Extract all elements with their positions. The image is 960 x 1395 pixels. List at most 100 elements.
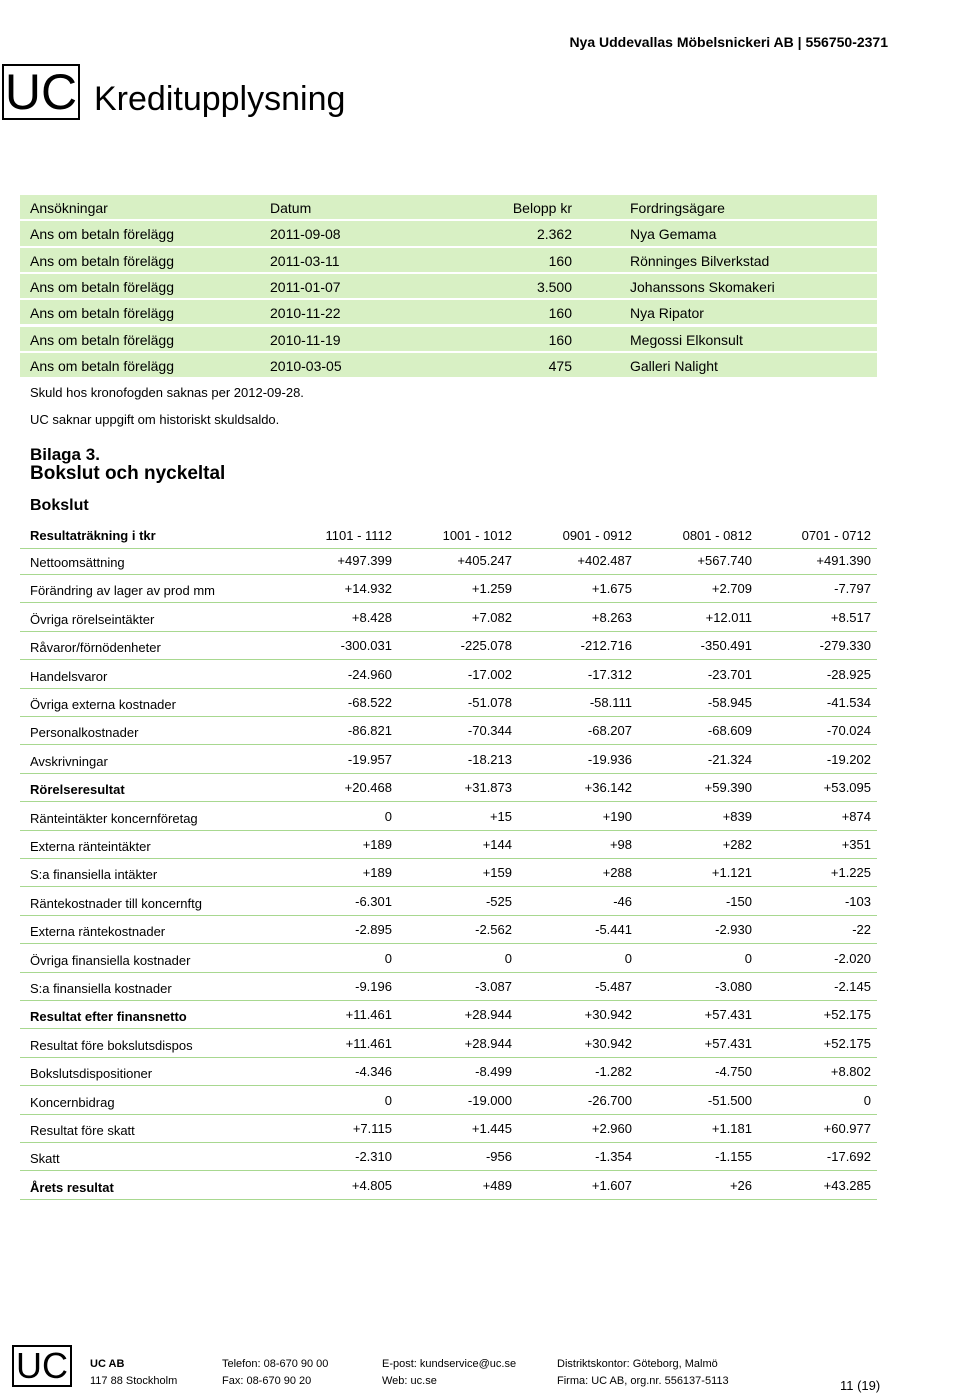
cell: 160 bbox=[548, 252, 572, 269]
logo: UC bbox=[2, 64, 80, 120]
value: -2.930 bbox=[715, 922, 752, 938]
value: +1.121 bbox=[711, 865, 752, 881]
value: -5.487 bbox=[595, 979, 632, 994]
table-row bbox=[20, 247, 877, 272]
value: +8.517 bbox=[830, 609, 871, 625]
value: -26.700 bbox=[587, 1092, 632, 1108]
value: +15 bbox=[489, 808, 512, 824]
row-label: Resultat efter finansnetto bbox=[30, 1009, 187, 1025]
cell: Belopp kr bbox=[512, 200, 572, 216]
row-label: Bokslutsdispositioner bbox=[30, 1066, 153, 1082]
rule bbox=[20, 630, 877, 632]
value: +52.175 bbox=[823, 1007, 871, 1023]
value: -956 bbox=[485, 1149, 512, 1165]
period-header: 0801 - 0812 bbox=[682, 528, 752, 543]
footer-text: E-post: kundservice@uc.se bbox=[382, 1358, 517, 1370]
value: -17.312 bbox=[587, 666, 632, 682]
cell: 2011-01-07 bbox=[270, 278, 341, 295]
cell: Ans om betaln förelägg bbox=[30, 252, 174, 269]
period-header: 0901 - 0912 bbox=[562, 528, 632, 543]
row-label: Förändring av lager av prod mm bbox=[30, 583, 215, 599]
value: -525 bbox=[485, 893, 512, 909]
table-row bbox=[20, 273, 877, 299]
value: -18.213 bbox=[467, 751, 512, 767]
rule bbox=[20, 914, 877, 916]
cell: Ans om betaln förelägg bbox=[30, 278, 174, 295]
rule bbox=[20, 858, 877, 859]
value: +8.802 bbox=[830, 1064, 871, 1080]
value: -350.491 bbox=[700, 638, 752, 654]
table-row bbox=[20, 352, 877, 378]
cell: Ans om betaln förelägg bbox=[30, 226, 174, 243]
row-label: Handelsvaror bbox=[30, 668, 108, 684]
cell: 2011-09-08 bbox=[270, 226, 341, 243]
value: +11.461 bbox=[345, 1035, 392, 1051]
rule bbox=[20, 943, 877, 945]
cell: 2011-03-11 bbox=[270, 252, 340, 269]
value: +11.461 bbox=[345, 1007, 392, 1023]
value: -17.692 bbox=[826, 1149, 871, 1165]
value: +491.390 bbox=[816, 553, 871, 568]
row-label: Övriga rörelseintäkter bbox=[30, 611, 155, 627]
value: +60.977 bbox=[823, 1121, 871, 1136]
value: -3.080 bbox=[715, 979, 752, 994]
value: +405.247 bbox=[457, 553, 512, 568]
value: +43.285 bbox=[823, 1177, 871, 1193]
cell: Megossi Elkonsult bbox=[630, 331, 743, 348]
row-label: Övriga finansiella kostnader bbox=[30, 952, 191, 968]
value: +20.468 bbox=[344, 780, 392, 796]
value: -58.945 bbox=[707, 695, 752, 710]
value: -225.078 bbox=[460, 638, 512, 654]
title: Kreditupplysning bbox=[94, 80, 346, 118]
footer-text: UC AB bbox=[90, 1358, 125, 1370]
rule bbox=[20, 1142, 877, 1143]
value: +2.709 bbox=[711, 581, 752, 597]
value: -21.324 bbox=[707, 751, 752, 767]
value: -2.562 bbox=[475, 922, 512, 938]
value: 0 bbox=[504, 950, 512, 966]
cell: 2010-11-22 bbox=[270, 305, 341, 322]
value: +30.942 bbox=[584, 1035, 632, 1051]
rule bbox=[20, 1028, 877, 1030]
value: 0 bbox=[744, 950, 752, 966]
value: -279.330 bbox=[819, 638, 871, 654]
rule bbox=[20, 801, 877, 803]
value: -19.936 bbox=[587, 751, 632, 767]
value: +351 bbox=[841, 837, 871, 852]
rule bbox=[20, 772, 877, 774]
row-label: Skatt bbox=[30, 1151, 60, 1167]
section: Bokslut bbox=[30, 497, 89, 514]
row-label: Koncernbidrag bbox=[30, 1094, 115, 1110]
row-label: Årets resultat bbox=[30, 1179, 114, 1195]
value: +497.399 bbox=[337, 553, 392, 568]
value: 0 bbox=[384, 950, 392, 966]
footer-text: Web: uc.se bbox=[382, 1375, 437, 1387]
value: -212.716 bbox=[580, 638, 632, 654]
cell: 2010-11-19 bbox=[270, 331, 341, 348]
rule bbox=[20, 971, 877, 973]
row-label: Resultat före skatt bbox=[30, 1123, 135, 1138]
value: +489 bbox=[482, 1177, 512, 1193]
row-label: Externa ränteintäkter bbox=[30, 839, 151, 854]
value: -3.087 bbox=[475, 979, 512, 994]
value: -2.020 bbox=[834, 950, 871, 966]
value: -4.750 bbox=[715, 1064, 752, 1080]
cell: Galleri Nalight bbox=[630, 357, 718, 374]
value: -51.078 bbox=[467, 695, 512, 710]
rule bbox=[20, 1113, 877, 1115]
value: -7.797 bbox=[834, 581, 871, 597]
value: -19.957 bbox=[347, 751, 392, 767]
value: +7.115 bbox=[352, 1121, 392, 1136]
value: -70.024 bbox=[826, 723, 871, 739]
value: -86.821 bbox=[347, 723, 392, 739]
value: -28.925 bbox=[826, 666, 871, 682]
table-header: Resultaträkning i tkr bbox=[30, 528, 156, 543]
rule bbox=[20, 548, 877, 549]
value: 0 bbox=[384, 808, 392, 824]
rule bbox=[20, 659, 877, 661]
appendix-label: Bilaga 3. bbox=[30, 445, 100, 464]
footer-text: Firma: UC AB, org.nr. 556137-5113 bbox=[557, 1375, 729, 1387]
value: +2.960 bbox=[591, 1121, 632, 1136]
cell: Nya Ripator bbox=[630, 305, 704, 322]
cell: 2.362 bbox=[536, 226, 572, 243]
